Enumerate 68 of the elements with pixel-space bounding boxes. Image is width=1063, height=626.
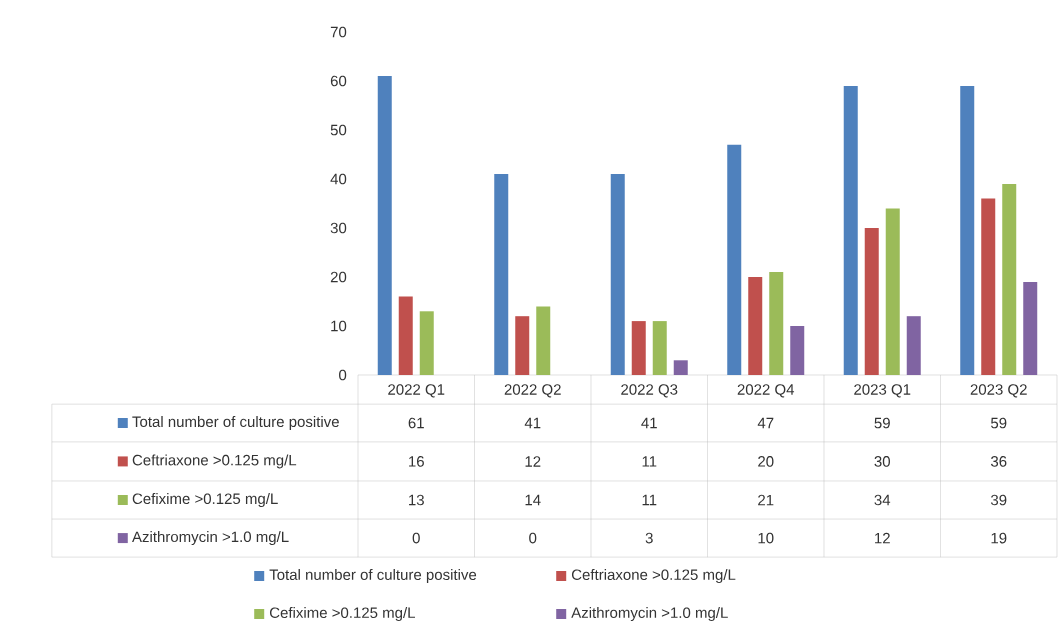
data-label: 59 [874, 417, 890, 429]
y-tick-label: 70 [330, 26, 347, 38]
y-tick-label: 20 [330, 271, 347, 283]
y-tick-label: 30 [330, 222, 347, 234]
bar [981, 198, 996, 375]
bar [419, 311, 434, 375]
bar [1002, 183, 1017, 375]
data-label: 41 [641, 417, 657, 429]
text: Cefixime >0.125 mg/L [269, 606, 415, 621]
data-label: 59 [991, 417, 1007, 429]
y-tick-label: 40 [330, 173, 347, 185]
bar [790, 325, 805, 375]
x-tick-label: 2022 Q4 [737, 384, 795, 398]
x-tick-label: 2022 Q2 [504, 384, 561, 398]
data-label: 14 [525, 494, 541, 506]
x-tick-label: 2023 Q1 [854, 384, 911, 398]
bar [494, 174, 509, 375]
data-label: 61 [408, 417, 424, 429]
x-tick-label: 2023 Q2 [970, 384, 1027, 398]
data-label: 3 [645, 532, 653, 544]
bar [748, 276, 763, 375]
data-label: 21 [758, 494, 774, 506]
bar [960, 85, 975, 375]
x-tick-label: 2022 Q1 [388, 384, 445, 398]
bar [515, 316, 530, 375]
legend-label: Total number of culture positive [132, 416, 339, 430]
bar [769, 272, 784, 375]
data-label: 47 [757, 417, 774, 429]
data-label: 0 [529, 532, 537, 544]
bar [398, 296, 413, 375]
y-tick-label: 10 [331, 320, 347, 332]
bar [843, 85, 858, 375]
legend-label: Cefixime >0.125 mg/L [132, 493, 278, 507]
bar [536, 306, 551, 375]
data-label: 12 [525, 456, 541, 467]
data-label: 20 [758, 456, 774, 467]
bar [727, 144, 742, 375]
data-label: 34 [874, 494, 891, 506]
bar [652, 321, 667, 375]
data-label: 11 [642, 456, 657, 467]
legend-label: Ceftriaxone >0.125 mg/L [132, 454, 297, 469]
bar [631, 321, 646, 375]
text: Ceftriaxone >0.125 mg/L [571, 568, 736, 583]
text: Total number of culture positive [269, 568, 477, 583]
bar [906, 316, 921, 375]
x-tick-label: 2022 Q3 [621, 384, 678, 398]
bar [885, 208, 900, 375]
y-tick-label: 50 [330, 124, 347, 136]
bar [864, 228, 879, 375]
bar [377, 76, 392, 375]
text: Azithromycin >1.0 mg/L [132, 531, 289, 546]
data-label: 19 [991, 532, 1007, 544]
data-label: 16 [409, 456, 424, 467]
data-label: 39 [990, 494, 1007, 506]
data-label: 10 [758, 532, 774, 544]
bar [1023, 281, 1038, 375]
y-tick-label: 0 [339, 369, 347, 381]
y-tick-label: 60 [330, 75, 347, 87]
legend-label: Azithromycin >1.0 mg/L [571, 606, 728, 621]
data-label: 36 [990, 456, 1007, 467]
data-label: 12 [875, 532, 890, 544]
data-label: 11 [642, 494, 657, 506]
bar [673, 360, 688, 375]
data-label: 30 [874, 456, 890, 467]
data-label: 13 [409, 494, 424, 506]
bar [610, 174, 625, 375]
data-label: 0 [412, 532, 420, 544]
data-label: 41 [524, 417, 541, 429]
